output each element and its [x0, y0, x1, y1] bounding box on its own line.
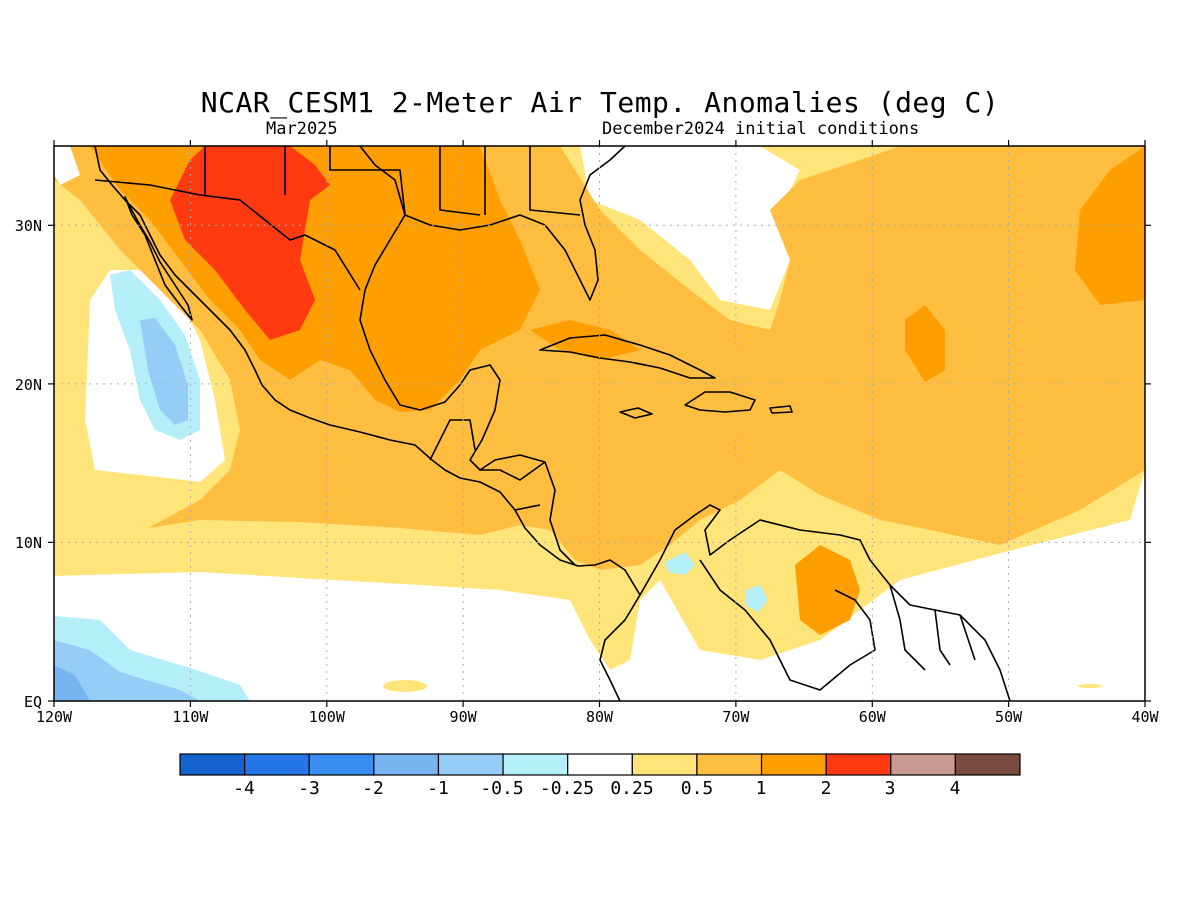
coast-mexico-pacific	[94, 146, 641, 701]
border-us-states	[204, 146, 581, 216]
graticule	[54, 146, 1145, 701]
colorbar-label: 0.25	[610, 778, 653, 799]
init-conditions-label: December2024 initial conditions	[602, 119, 920, 139]
x-tick-label: 120W	[36, 708, 73, 726]
colorbar-swatch	[437, 753, 504, 776]
colorbar-swatch	[373, 753, 440, 776]
colorbar-swatch	[179, 753, 246, 776]
neutral-hole-northwest	[54, 146, 80, 185]
colorbar-swatch	[890, 753, 956, 776]
anomaly-blip-atlantic	[1078, 684, 1102, 688]
x-tick-label: 60W	[859, 708, 887, 726]
anomaly-band-neg-corner-3	[54, 665, 90, 701]
axis-ticks	[48, 140, 1151, 707]
border-guianas	[889, 584, 976, 671]
colorbar	[179, 753, 1021, 776]
colorbar-swatch	[954, 753, 1021, 776]
colorbar-label: -0.5	[480, 778, 523, 799]
y-tick-label: 10N	[15, 534, 42, 552]
coast-gulf-mexico	[359, 146, 576, 566]
colorbar-label: -3	[298, 778, 320, 799]
coast-puerto-rico	[769, 405, 793, 414]
coast-hispaniola	[684, 391, 756, 413]
colorbar-label: 1	[756, 778, 767, 799]
y-tick-label: EQ	[24, 693, 42, 711]
coast-baja	[124, 196, 193, 321]
colorbar-swatch	[244, 753, 310, 776]
colorbar-label: 0.5	[681, 778, 714, 799]
coast-jamaica	[619, 407, 653, 419]
map-title: NCAR_CESM1 2-Meter Air Temp. Anomalies (…	[200, 86, 1000, 119]
colorbar-label: 4	[950, 778, 961, 799]
colorbar-swatch	[631, 753, 698, 776]
x-tick-label: 80W	[586, 708, 614, 726]
border-us-mexico	[94, 179, 361, 291]
x-tick-label: 110W	[172, 708, 209, 726]
colorbar-label: -1	[427, 778, 449, 799]
x-tick-label: 100W	[309, 708, 346, 726]
anomaly-band-neg-colombia	[665, 552, 695, 575]
anomaly-band-neg-venezuela	[745, 585, 768, 612]
coast-south-america	[639, 504, 1011, 701]
x-tick-label: 50W	[995, 708, 1023, 726]
y-tick-label: 30N	[15, 217, 42, 235]
neutral-pocket-atlantic	[580, 146, 800, 310]
colorbar-swatch	[696, 753, 763, 776]
valid-month-label: Mar2025	[266, 119, 338, 139]
colorbar-label: 2	[821, 778, 832, 799]
x-tick-label: 40W	[1131, 708, 1159, 726]
colorbar-label: -2	[362, 778, 384, 799]
colorbar-swatch	[567, 753, 633, 776]
colorbar-labels: -4 -3 -2 -1 -0.5 -0.25 0.25 0.5 1 2 3 4	[233, 778, 960, 799]
x-tick-label: 70W	[722, 708, 750, 726]
colorbar-label: -0.25	[540, 778, 594, 799]
border-central-america	[429, 419, 546, 511]
anomaly-band-1-caribbean	[530, 320, 640, 360]
colorbar-label: -4	[233, 778, 255, 799]
colorbar-swatch	[308, 753, 375, 776]
colorbar-swatch	[760, 753, 827, 776]
colorbar-swatch	[825, 753, 892, 776]
anomaly-blip-pacific	[383, 680, 427, 692]
anomaly-band-1-atlantic-east	[1075, 146, 1145, 305]
colorbar-label: 3	[885, 778, 896, 799]
anomaly-band-2	[170, 146, 330, 340]
colorbar-swatch	[502, 753, 569, 776]
y-axis-labels: EQ 10N 20N 30N	[15, 217, 42, 711]
anomaly-band-1-south-america	[795, 545, 860, 635]
x-axis-labels: 120W 110W 100W 90W 80W 70W 60W 50W 40W	[36, 708, 1160, 726]
coast-us-gulf	[404, 146, 626, 301]
border-sa-interior	[699, 559, 876, 691]
coastlines	[94, 146, 1011, 701]
anomaly-fields	[54, 146, 1145, 701]
y-tick-label: 20N	[15, 376, 42, 394]
anomaly-band-1-atlantic-center	[905, 305, 945, 382]
x-tick-label: 90W	[450, 708, 478, 726]
anomaly-band-neg-corner-2	[54, 640, 200, 701]
anomaly-band-neg-0.5	[140, 318, 188, 425]
